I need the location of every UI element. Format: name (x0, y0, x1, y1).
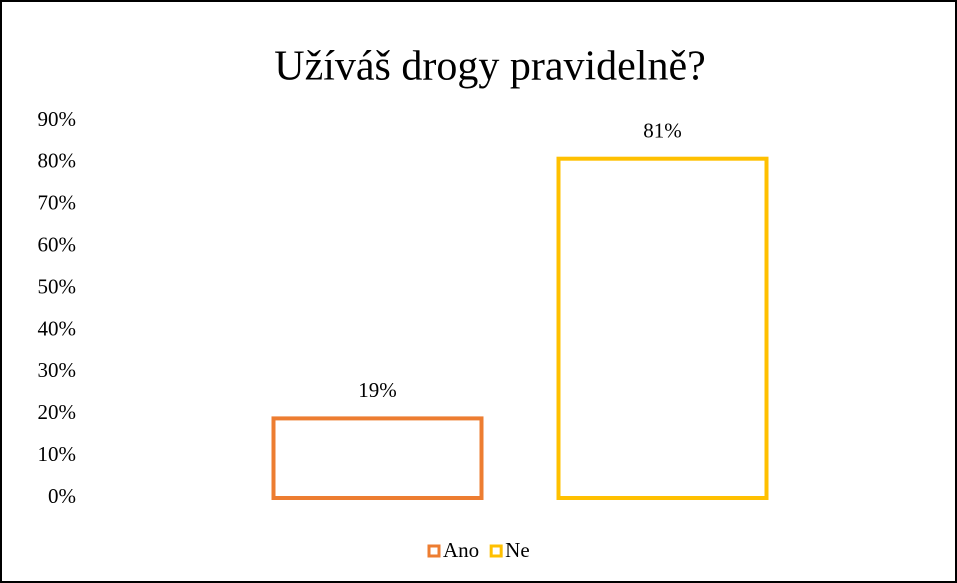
y-tick-label: 0% (48, 484, 76, 508)
y-tick-label: 20% (38, 400, 77, 424)
y-tick-label: 40% (38, 316, 77, 340)
bar (556, 156, 769, 500)
chart-title: Užíváš drogy pravidelně? (274, 44, 706, 90)
y-tick-label: 70% (38, 191, 77, 215)
y-tick-label: 90% (38, 107, 77, 131)
y-tick-label: 30% (38, 358, 77, 382)
bar (271, 416, 484, 500)
y-tick-label: 10% (38, 442, 77, 466)
legend-swatch (489, 544, 503, 558)
data-label: 81% (643, 119, 682, 143)
legend-label: Ano (443, 538, 479, 562)
legend-swatch (427, 544, 441, 558)
y-tick-label: 50% (38, 274, 77, 298)
y-tick-label: 60% (38, 232, 77, 256)
y-tick-label: 80% (38, 149, 77, 173)
data-label: 19% (358, 378, 397, 402)
legend-label: Ne (505, 538, 530, 562)
